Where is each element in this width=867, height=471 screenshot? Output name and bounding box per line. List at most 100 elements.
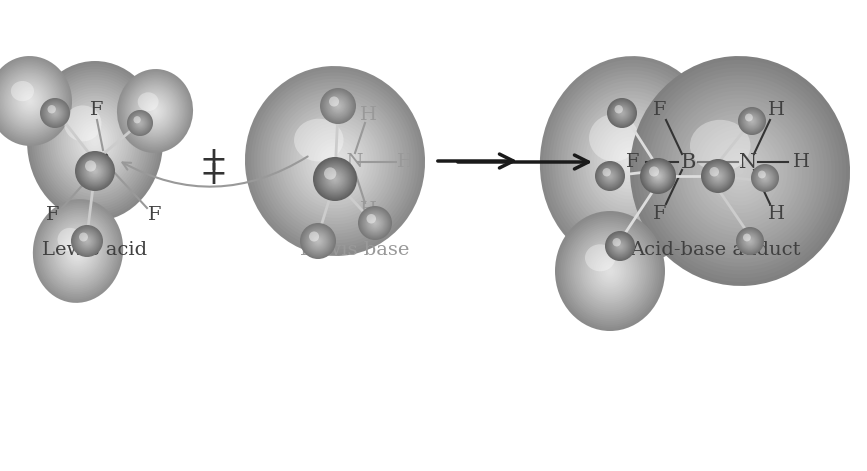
Circle shape (75, 229, 99, 252)
Circle shape (314, 158, 356, 200)
Circle shape (750, 119, 753, 122)
Circle shape (85, 161, 96, 171)
Ellipse shape (317, 142, 353, 180)
Circle shape (609, 235, 631, 257)
Circle shape (51, 109, 59, 117)
Circle shape (651, 169, 665, 183)
Ellipse shape (269, 91, 401, 231)
Circle shape (616, 241, 625, 251)
Circle shape (82, 236, 92, 245)
Circle shape (608, 234, 633, 259)
Circle shape (650, 168, 666, 184)
Circle shape (603, 168, 611, 177)
Ellipse shape (134, 87, 177, 135)
Ellipse shape (576, 98, 684, 224)
Circle shape (74, 227, 101, 254)
Circle shape (748, 239, 752, 243)
Circle shape (87, 240, 88, 242)
Circle shape (707, 166, 728, 186)
Circle shape (42, 99, 68, 127)
Circle shape (654, 172, 662, 180)
Circle shape (315, 238, 321, 244)
Ellipse shape (589, 114, 639, 162)
Circle shape (324, 169, 346, 189)
Circle shape (128, 111, 152, 135)
Circle shape (741, 232, 759, 250)
Ellipse shape (649, 75, 831, 267)
Circle shape (648, 166, 668, 186)
Circle shape (595, 161, 625, 191)
Circle shape (84, 160, 106, 182)
Ellipse shape (670, 98, 810, 244)
Circle shape (607, 98, 637, 128)
Ellipse shape (29, 99, 31, 103)
Ellipse shape (275, 97, 395, 224)
Circle shape (603, 168, 618, 184)
Ellipse shape (729, 160, 751, 182)
Circle shape (755, 168, 775, 188)
Circle shape (602, 168, 618, 185)
Circle shape (746, 114, 759, 128)
Circle shape (333, 177, 336, 181)
Circle shape (369, 218, 381, 228)
Circle shape (48, 105, 55, 114)
Ellipse shape (323, 148, 347, 174)
Circle shape (743, 234, 757, 248)
Circle shape (616, 242, 624, 250)
Ellipse shape (141, 96, 169, 126)
Circle shape (747, 239, 753, 243)
Circle shape (79, 155, 111, 187)
Circle shape (615, 105, 623, 114)
Circle shape (744, 235, 756, 247)
Circle shape (303, 227, 332, 255)
Ellipse shape (36, 72, 154, 211)
Circle shape (642, 160, 674, 192)
Circle shape (620, 111, 624, 115)
Circle shape (753, 166, 777, 190)
Circle shape (614, 105, 629, 121)
Ellipse shape (645, 72, 836, 271)
Circle shape (303, 226, 333, 256)
Ellipse shape (10, 80, 49, 122)
Circle shape (753, 166, 778, 190)
Ellipse shape (19, 89, 42, 113)
Circle shape (337, 106, 339, 107)
Ellipse shape (311, 136, 359, 187)
Circle shape (647, 164, 669, 187)
Circle shape (332, 100, 343, 112)
Ellipse shape (52, 90, 138, 192)
Ellipse shape (77, 120, 113, 162)
Ellipse shape (23, 94, 37, 108)
Ellipse shape (582, 105, 678, 217)
Ellipse shape (594, 253, 627, 289)
Circle shape (742, 111, 762, 131)
Ellipse shape (0, 66, 62, 136)
Circle shape (612, 238, 628, 254)
Circle shape (763, 176, 766, 179)
Circle shape (328, 96, 348, 116)
Circle shape (740, 110, 763, 132)
Circle shape (755, 169, 774, 187)
Ellipse shape (577, 235, 643, 307)
Ellipse shape (56, 96, 134, 187)
Circle shape (738, 229, 762, 253)
Ellipse shape (131, 84, 179, 138)
Ellipse shape (608, 269, 612, 273)
Ellipse shape (43, 211, 113, 291)
Ellipse shape (117, 69, 193, 153)
Ellipse shape (597, 122, 663, 199)
Circle shape (302, 225, 335, 258)
Circle shape (327, 95, 349, 118)
Circle shape (81, 236, 92, 246)
Circle shape (739, 107, 766, 134)
Circle shape (318, 162, 352, 196)
Circle shape (362, 210, 388, 236)
Circle shape (81, 157, 108, 185)
Ellipse shape (546, 63, 714, 259)
Circle shape (609, 175, 611, 177)
Circle shape (614, 105, 630, 122)
Circle shape (618, 244, 622, 248)
Ellipse shape (733, 163, 747, 179)
Circle shape (366, 213, 385, 233)
Circle shape (323, 91, 353, 121)
